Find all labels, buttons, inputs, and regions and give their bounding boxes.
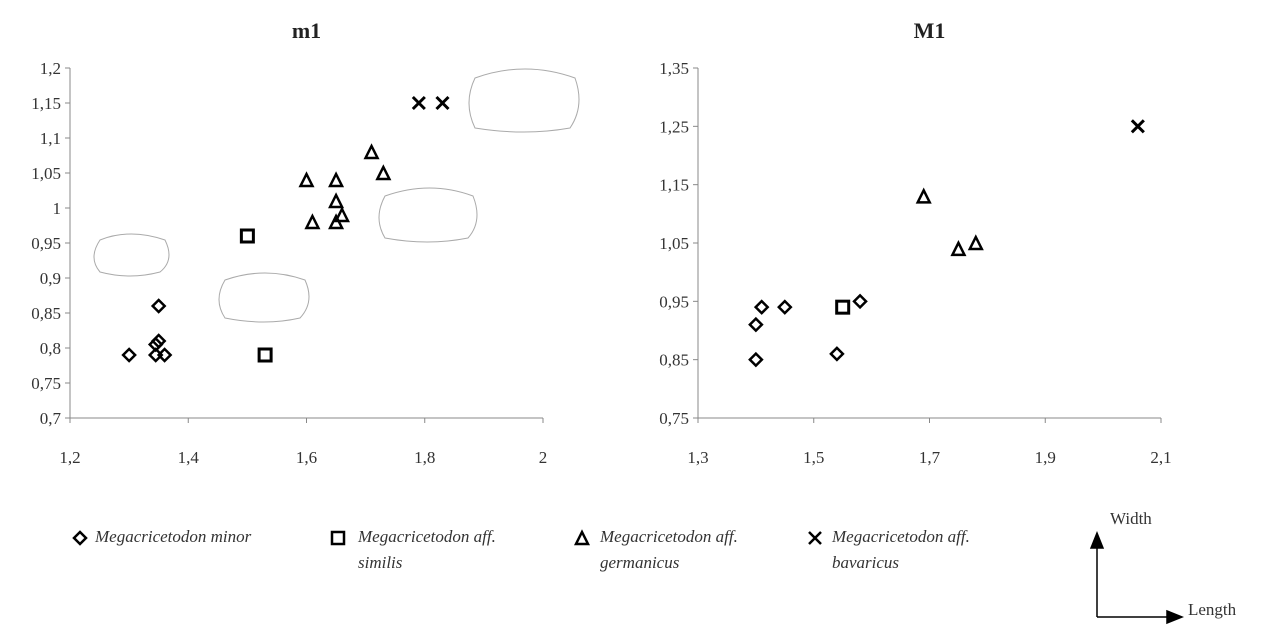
x-tick-label: 1,9	[1035, 448, 1056, 467]
point	[1132, 120, 1144, 132]
legend-label: Megacricetodon aff. similis	[358, 524, 518, 576]
key-arrowhead	[1091, 533, 1103, 548]
y-tick-label: 1	[53, 199, 62, 218]
y-tick-label: 1,1	[40, 129, 61, 148]
legend-marker	[332, 532, 344, 544]
point	[854, 295, 866, 307]
y-tick-label: 1,2	[40, 59, 61, 78]
y-tick-label: 1,05	[659, 234, 689, 253]
chart-title: m1	[292, 18, 321, 43]
key-arrowhead	[1167, 611, 1182, 623]
point	[750, 319, 762, 331]
y-tick-label: 0,7	[40, 409, 62, 428]
point	[241, 230, 253, 242]
x-tick-label: 1,5	[803, 448, 824, 467]
x-tick-label: 1,7	[919, 448, 941, 467]
legend-marker	[576, 532, 588, 544]
point	[413, 97, 425, 109]
tooth-sketch	[379, 188, 477, 242]
point	[123, 349, 135, 361]
y-arrow-label: Width	[1110, 509, 1152, 528]
point	[153, 300, 165, 312]
point	[306, 216, 318, 228]
y-tick-label: 1,15	[31, 94, 61, 113]
x-arrow-label: Length	[1188, 600, 1237, 619]
y-tick-label: 0,9	[40, 269, 61, 288]
x-tick-label: 1,3	[687, 448, 708, 467]
axis-key	[1091, 533, 1182, 623]
point	[330, 195, 342, 207]
x-tick-label: 2,1	[1150, 448, 1171, 467]
x-tick-label: 1,8	[414, 448, 435, 467]
point	[918, 190, 930, 202]
legend-label: Megacricetodon aff. bavaricus	[832, 524, 992, 576]
point	[330, 174, 342, 186]
x-tick-label: 1,4	[178, 448, 200, 467]
legend-label: Megacricetodon minor	[95, 524, 325, 550]
y-tick-label: 1,05	[31, 164, 61, 183]
point	[750, 354, 762, 366]
y-tick-label: 0,75	[31, 374, 61, 393]
legend-label: Megacricetodon aff. germanicus	[600, 524, 760, 576]
point	[952, 243, 964, 255]
legend-marker	[74, 532, 86, 544]
point	[377, 167, 389, 179]
point	[301, 174, 313, 186]
chart-title: M1	[914, 18, 946, 43]
point	[366, 146, 378, 158]
point	[831, 348, 843, 360]
y-tick-label: 0,85	[659, 351, 689, 370]
x-tick-label: 2	[539, 448, 548, 467]
y-tick-label: 0,8	[40, 339, 61, 358]
y-tick-label: 0,85	[31, 304, 61, 323]
point	[436, 97, 448, 109]
x-tick-label: 1,6	[296, 448, 317, 467]
legend-marker	[809, 532, 821, 544]
point	[970, 237, 982, 249]
y-tick-label: 1,35	[659, 59, 689, 78]
x-tick-label: 1,2	[59, 448, 80, 467]
y-tick-label: 0,75	[659, 409, 689, 428]
point	[779, 301, 791, 313]
y-tick-label: 1,25	[659, 117, 689, 136]
point	[756, 301, 768, 313]
point	[336, 209, 348, 221]
point	[837, 301, 849, 313]
page: Width Length m1 0,7 0,75 0,8 0,85 0,9 0,95 1 1,0…	[0, 0, 1264, 629]
point	[259, 349, 271, 361]
tooth-sketch	[94, 234, 169, 276]
tooth-sketch	[219, 273, 309, 322]
tooth-sketch	[469, 69, 579, 132]
y-tick-label: 1,15	[659, 176, 689, 195]
y-tick-label: 0,95	[31, 234, 61, 253]
y-tick-label: 0,95	[659, 292, 689, 311]
